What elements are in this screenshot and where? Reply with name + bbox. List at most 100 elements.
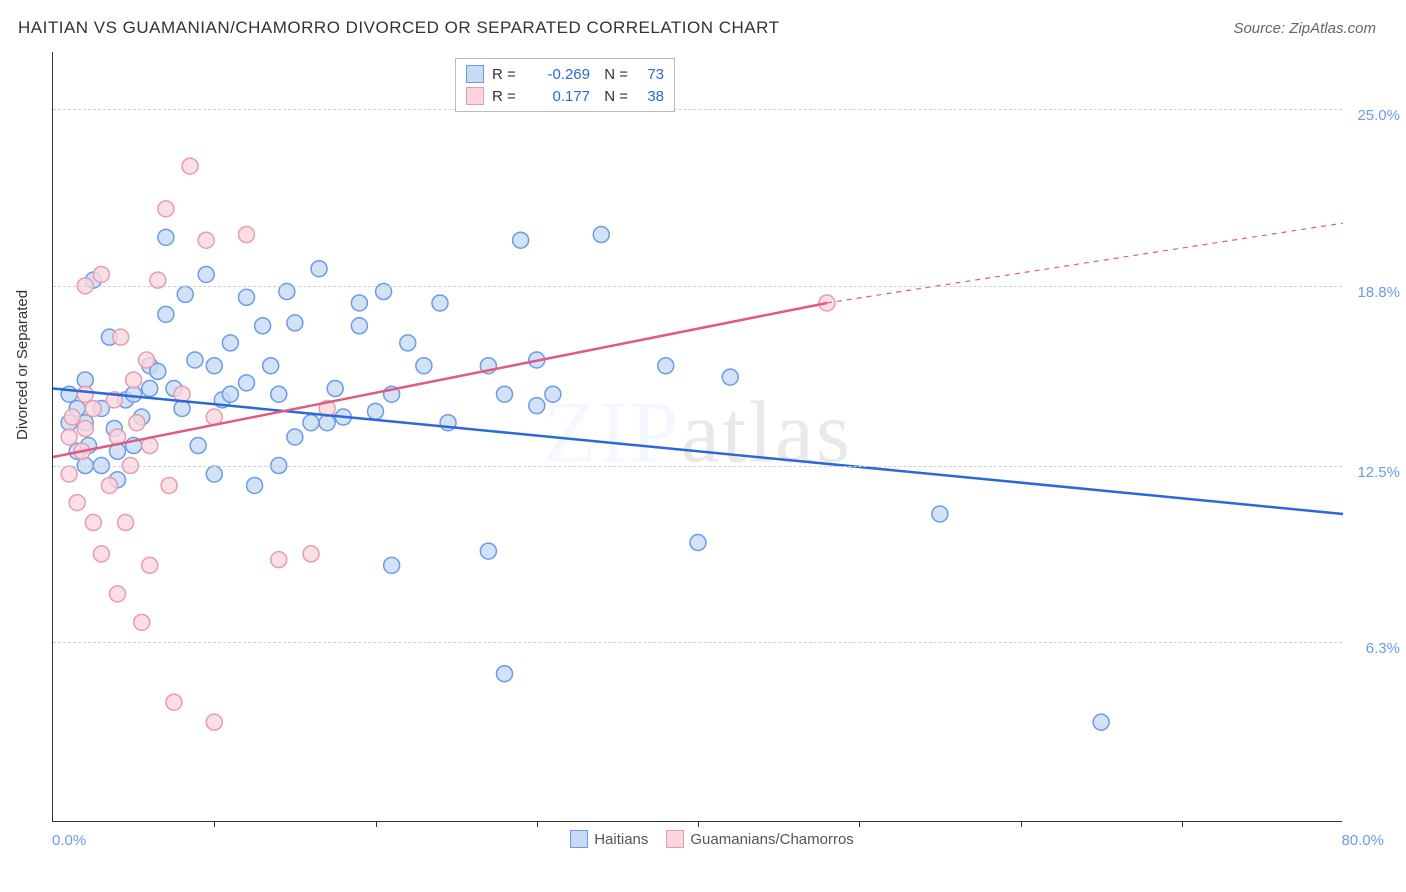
scatter-point: [61, 466, 77, 482]
gridline-h: [53, 286, 1342, 287]
scatter-point: [134, 614, 150, 630]
y-tick-label: 6.3%: [1348, 640, 1400, 657]
legend-swatch: [570, 830, 588, 848]
scatter-point: [206, 466, 222, 482]
scatter-point: [222, 386, 238, 402]
chart-title: HAITIAN VS GUAMANIAN/CHAMORRO DIVORCED O…: [18, 18, 780, 38]
scatter-point: [158, 201, 174, 217]
top-legend: R =-0.269N =73R =0.177N =38: [455, 58, 675, 112]
gridline-h: [53, 642, 1342, 643]
scatter-point: [77, 420, 93, 436]
x-tick: [214, 821, 215, 827]
scatter-point: [182, 158, 198, 174]
legend-n-label: N =: [598, 66, 628, 83]
scatter-point: [187, 352, 203, 368]
x-tick: [1021, 821, 1022, 827]
scatter-point: [545, 386, 561, 402]
scatter-point: [255, 318, 271, 334]
scatter-point: [311, 261, 327, 277]
scatter-point: [271, 386, 287, 402]
scatter-point: [93, 266, 109, 282]
scatter-point: [247, 477, 263, 493]
scatter-point: [303, 546, 319, 562]
scatter-point: [722, 369, 738, 385]
scatter-point: [400, 335, 416, 351]
scatter-point: [206, 358, 222, 374]
plot-area: ZIPatlas 6.3%12.5%18.8%25.0%: [52, 52, 1342, 822]
y-tick-label: 18.8%: [1348, 284, 1400, 301]
legend-row: R = 0.177 N = 38: [466, 85, 664, 107]
x-tick: [1182, 821, 1183, 827]
scatter-point: [161, 477, 177, 493]
scatter-point: [77, 386, 93, 402]
y-tick-label: 25.0%: [1348, 107, 1400, 124]
bottom-legend: Haitians Guamanians/Chamorros: [0, 830, 1406, 848]
scatter-point: [126, 372, 142, 388]
scatter-point: [61, 429, 77, 445]
legend-n-label: N =: [598, 88, 628, 105]
scatter-point: [110, 586, 126, 602]
scatter-point: [198, 232, 214, 248]
scatter-point: [271, 552, 287, 568]
legend-swatch: [666, 830, 684, 848]
legend-n-value: 38: [636, 88, 664, 105]
y-tick-label: 12.5%: [1348, 464, 1400, 481]
gridline-h: [53, 466, 1342, 467]
scatter-point: [513, 232, 529, 248]
scatter-point: [101, 477, 117, 493]
scatter-point: [287, 315, 303, 331]
scatter-point: [166, 694, 182, 710]
x-tick: [376, 821, 377, 827]
scatter-point: [158, 306, 174, 322]
legend-swatch: [466, 87, 484, 105]
scatter-point: [239, 227, 255, 243]
source-label: Source: ZipAtlas.com: [1233, 20, 1376, 37]
scatter-point: [497, 386, 513, 402]
scatter-point: [85, 515, 101, 531]
regression-line-extended: [827, 223, 1343, 303]
scatter-point: [529, 398, 545, 414]
scatter-point: [142, 557, 158, 573]
scatter-point: [222, 335, 238, 351]
scatter-point: [85, 400, 101, 416]
scatter-point: [206, 714, 222, 730]
scatter-point: [287, 429, 303, 445]
scatter-point: [177, 286, 193, 302]
scatter-point: [129, 415, 145, 431]
chart-container: HAITIAN VS GUAMANIAN/CHAMORRO DIVORCED O…: [0, 0, 1406, 892]
y-axis-label: Divorced or Separated: [14, 290, 31, 440]
x-tick: [698, 821, 699, 827]
legend-row: R =-0.269N =73: [466, 63, 664, 85]
gridline-h: [53, 109, 1342, 110]
scatter-point: [64, 409, 80, 425]
legend-r-value: 0.177: [530, 88, 590, 105]
scatter-point: [593, 227, 609, 243]
scatter-point: [198, 266, 214, 282]
scatter-point: [303, 415, 319, 431]
scatter-point: [351, 318, 367, 334]
scatter-point: [480, 543, 496, 559]
scatter-point: [368, 403, 384, 419]
scatter-point: [239, 375, 255, 391]
chart-svg: [53, 52, 1342, 821]
legend-n-value: 73: [636, 66, 664, 83]
scatter-point: [263, 358, 279, 374]
legend-series-label: Haitians: [594, 831, 648, 848]
regression-line: [53, 303, 827, 457]
legend-r-label: R =: [492, 88, 522, 105]
scatter-point: [93, 546, 109, 562]
scatter-point: [139, 352, 155, 368]
legend-series-label: Guamanians/Chamorros: [690, 831, 853, 848]
scatter-point: [416, 358, 432, 374]
scatter-point: [690, 535, 706, 551]
scatter-point: [932, 506, 948, 522]
scatter-point: [658, 358, 674, 374]
scatter-point: [158, 229, 174, 245]
scatter-point: [327, 381, 343, 397]
scatter-point: [118, 515, 134, 531]
scatter-point: [239, 289, 255, 305]
scatter-point: [142, 381, 158, 397]
scatter-point: [190, 438, 206, 454]
legend-swatch: [466, 65, 484, 83]
x-tick: [859, 821, 860, 827]
